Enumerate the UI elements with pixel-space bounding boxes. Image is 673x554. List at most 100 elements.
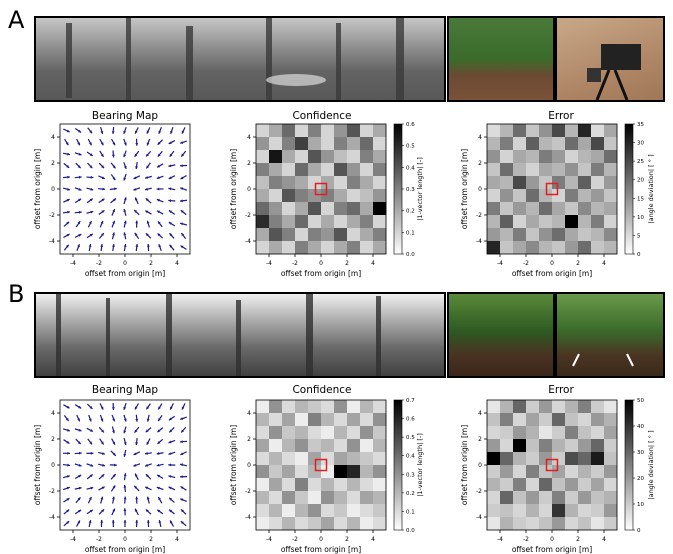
heatmap-cell bbox=[539, 491, 553, 505]
forest-photo-a bbox=[447, 16, 555, 102]
colorbar bbox=[624, 399, 634, 531]
bearing-arrowhead bbox=[123, 130, 127, 134]
bearing-arrowhead bbox=[102, 463, 105, 467]
heatmap-cell bbox=[565, 491, 579, 505]
heatmap-cell bbox=[591, 150, 605, 164]
bearing-arrowhead bbox=[112, 232, 115, 236]
heatmap-cell bbox=[308, 189, 322, 203]
bearing-arrowhead bbox=[101, 474, 105, 478]
bearing-arrowhead bbox=[67, 152, 70, 156]
heatmap-cell bbox=[321, 228, 335, 242]
bearing-arrowhead bbox=[100, 441, 104, 445]
heatmap-cell bbox=[334, 228, 348, 242]
heatmap-cell bbox=[308, 439, 322, 453]
heatmap-cell bbox=[565, 517, 579, 531]
bearing-arrowhead bbox=[146, 441, 150, 445]
heatmap-cell bbox=[360, 426, 374, 440]
heatmap-cell bbox=[269, 413, 283, 427]
heatmap-cell bbox=[604, 176, 618, 190]
heatmap-cell bbox=[552, 137, 566, 151]
bearing-arrowhead bbox=[102, 187, 106, 191]
colorbar-tick-label: 30 bbox=[637, 141, 644, 147]
heatmap-cell bbox=[526, 124, 540, 138]
bearing-arrowhead bbox=[123, 209, 127, 212]
y-tick-label: 0 bbox=[51, 186, 55, 193]
y-axis-label: offset from origin [m] bbox=[460, 425, 469, 505]
heatmap-cell bbox=[334, 241, 348, 255]
bearing-arrowhead bbox=[100, 496, 104, 500]
colorbar-tick-label: 0.7 bbox=[406, 398, 415, 404]
bearing-arrowhead bbox=[158, 130, 162, 134]
heatmap-cell bbox=[347, 163, 361, 177]
bearing-arrowhead bbox=[144, 187, 148, 191]
bearing-arrowhead bbox=[144, 452, 148, 455]
heatmap-cell bbox=[256, 413, 270, 427]
colorbar-tick-label: 50 bbox=[637, 398, 644, 404]
bearing-arrowhead bbox=[181, 406, 185, 410]
heatmap-cell bbox=[591, 189, 605, 203]
bearing-arrowhead bbox=[78, 474, 82, 478]
y-tick-label: -2 bbox=[49, 212, 55, 219]
heatmap-cell bbox=[269, 163, 283, 177]
heatmap-cell bbox=[487, 400, 501, 414]
heatmap-cell bbox=[256, 137, 270, 151]
colorbar-tick-label: 35 bbox=[637, 122, 644, 128]
heatmap-cell bbox=[539, 517, 553, 531]
heatmap-cell bbox=[604, 163, 618, 177]
heatmap-cell bbox=[552, 504, 566, 518]
heatmap-cell bbox=[513, 478, 527, 492]
heatmap-cell bbox=[347, 228, 361, 242]
heatmap-cell bbox=[604, 150, 618, 164]
bearing-arrowhead bbox=[157, 164, 161, 168]
bearing-arrowhead bbox=[112, 496, 115, 500]
heatmap-cell bbox=[578, 176, 592, 190]
heatmap-cell bbox=[256, 478, 270, 492]
heatmap-cell bbox=[539, 452, 553, 466]
bearing-arrowhead bbox=[134, 406, 138, 410]
heatmap-cell bbox=[565, 189, 579, 203]
bearing-arrowhead bbox=[112, 485, 116, 489]
path-photo-b bbox=[555, 292, 665, 378]
heatmap-cell bbox=[578, 163, 592, 177]
bearing-arrowhead bbox=[78, 405, 82, 409]
heatmap-cell bbox=[321, 426, 335, 440]
heatmap-cell bbox=[321, 439, 335, 453]
x-axis-label: offset from origin [m] bbox=[512, 269, 592, 278]
heatmap-cell bbox=[256, 426, 270, 440]
heatmap-cell bbox=[591, 413, 605, 427]
heatmap-cell bbox=[308, 228, 322, 242]
heatmap-cell bbox=[513, 163, 527, 177]
colorbar-tick-label: 0.2 bbox=[406, 491, 415, 497]
y-tick-label: -2 bbox=[245, 212, 251, 219]
bearing-arrowhead bbox=[66, 165, 70, 168]
origin-marker bbox=[314, 182, 328, 196]
heatmap-cell bbox=[295, 439, 309, 453]
heatmap-cell bbox=[565, 241, 579, 255]
colorbar-tick-label: 30 bbox=[637, 450, 644, 456]
bearing-arrowhead bbox=[168, 164, 172, 168]
x-tick-label: -4 bbox=[497, 536, 503, 543]
heatmap-cell bbox=[500, 124, 514, 138]
heatmap-cell bbox=[308, 465, 322, 479]
heatmap-cell bbox=[500, 215, 514, 229]
colorbar-tick-label: 0.0 bbox=[406, 528, 415, 534]
heatmap-cell bbox=[334, 137, 348, 151]
bearing-arrowhead bbox=[168, 486, 172, 490]
bearing-arrowhead bbox=[169, 244, 173, 248]
heatmap-cell bbox=[308, 413, 322, 427]
heatmap-cell bbox=[500, 189, 514, 203]
bearing-arrowhead bbox=[78, 451, 82, 455]
bearing-arrowhead bbox=[112, 418, 115, 422]
y-tick-label: -2 bbox=[476, 212, 482, 219]
heatmap-cell bbox=[604, 400, 618, 414]
heatmap-cell bbox=[256, 228, 270, 242]
bearing-arrowhead bbox=[112, 177, 116, 181]
bearing-arrowhead bbox=[135, 220, 139, 224]
heatmap-cell bbox=[487, 202, 501, 216]
heatmap-cell bbox=[487, 215, 501, 229]
heatmap-cell bbox=[578, 215, 592, 229]
y-tick-label: -4 bbox=[476, 514, 482, 521]
heatmap-cell bbox=[256, 491, 270, 505]
heatmap-cell bbox=[269, 491, 283, 505]
heatmap-cell bbox=[539, 400, 553, 414]
